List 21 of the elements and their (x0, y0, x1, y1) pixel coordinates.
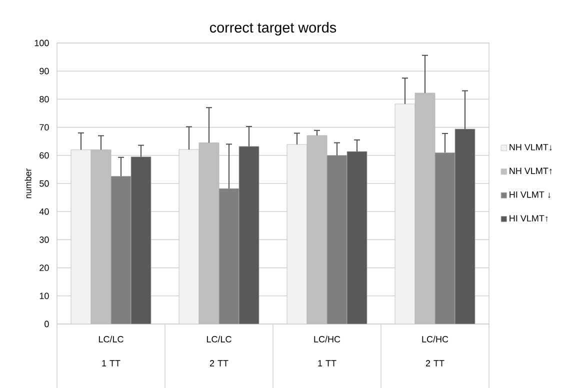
y-tick-label: 60 (40, 152, 49, 159)
y-tick-label: 80 (40, 96, 49, 102)
y-tick-label: 40 (39, 208, 49, 215)
y-tick-label: 100 (34, 40, 49, 46)
category-label: LC/LC 2 TT (206, 336, 232, 366)
legend-label: NH VLMT↓ (510, 144, 552, 151)
y-tick-label: 70 (40, 124, 49, 130)
y-tick-label: 0 (44, 320, 49, 328)
category-label: LC/HC 2 TT (422, 336, 448, 366)
y-tick-label: 20 (40, 264, 49, 271)
legend-label: NH VLMT↑ (510, 168, 552, 174)
chart-title: correct target words (210, 22, 336, 36)
legend-label: HI VLMT↑ (510, 215, 548, 222)
y-axis-title: number (24, 168, 32, 198)
category-label: LC/HC 1 TT (314, 336, 340, 366)
y-tick-label: 10 (40, 292, 49, 300)
category-label: LC/LC 1 TT (98, 336, 124, 366)
legend-label: HI VLMT ↓ (510, 191, 550, 198)
y-tick-label: 50 (40, 180, 49, 187)
y-tick-label: 30 (40, 236, 49, 243)
y-tick-label: 90 (40, 68, 49, 74)
